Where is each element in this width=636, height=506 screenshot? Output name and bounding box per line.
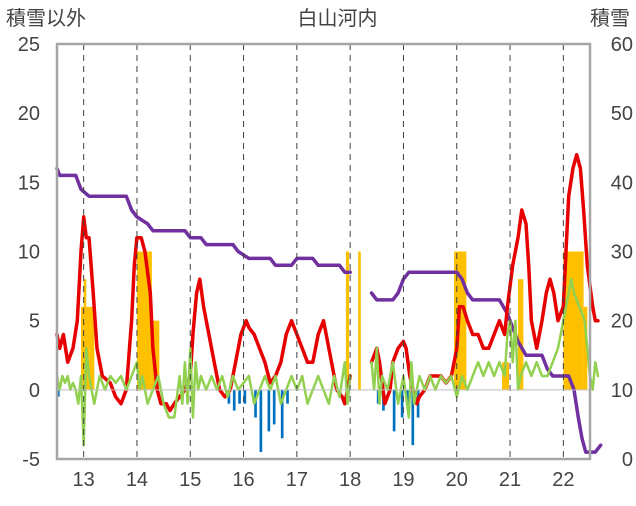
bar-19 — [272, 389, 276, 425]
x-tick-0: 13 — [73, 469, 95, 491]
y-right-label: 積雪 — [590, 7, 630, 30]
bar-5 — [358, 251, 361, 390]
series-line-1 — [55, 152, 600, 413]
bar-15 — [243, 389, 247, 404]
y-right-tick-2: 20 — [611, 311, 633, 333]
y-left-tick-1: 0 — [29, 380, 40, 402]
bar-26 — [406, 389, 409, 404]
x-tick-8: 21 — [499, 469, 521, 491]
y-left-tick-3: 10 — [18, 242, 40, 264]
label-layer: -5 0 5 10 15 20 25 0 10 20 30 40 50 60 13 14 15 16 17 18 19 2… — [6, 7, 633, 491]
y-left-tick-2: 5 — [29, 311, 40, 333]
bar-18 — [267, 389, 271, 432]
y-right-tick-5: 50 — [611, 103, 633, 125]
bar-21 — [286, 389, 289, 404]
bar-11 — [57, 389, 60, 397]
bar-25 — [400, 389, 404, 418]
x-tick-9: 22 — [552, 469, 574, 491]
y-right-tick-0: 0 — [622, 449, 633, 471]
bar-0 — [80, 306, 95, 390]
bar-10 — [583, 306, 588, 390]
y-left-tick-0: -5 — [22, 449, 40, 471]
y-left-tick-5: 20 — [18, 103, 40, 125]
bar-24 — [392, 389, 396, 432]
bar-14 — [238, 389, 241, 404]
x-tick-6: 19 — [392, 469, 414, 491]
bar-3 — [151, 320, 160, 390]
x-tick-1: 14 — [126, 469, 148, 491]
x-tick-5: 18 — [339, 469, 361, 491]
bar-8 — [518, 279, 524, 390]
y-right-tick-1: 10 — [611, 380, 633, 402]
y-right-tick-6: 60 — [611, 34, 633, 56]
y-left-tick-6: 25 — [18, 34, 40, 56]
y-right-tick-3: 30 — [611, 242, 633, 264]
grid-layer — [55, 42, 592, 461]
plot-frame — [55, 42, 592, 461]
bar-13 — [232, 389, 236, 411]
bar-2 — [136, 251, 152, 390]
series-line-2 — [55, 277, 600, 447]
y-left-tick-4: 15 — [18, 172, 40, 194]
y-right-tick-4: 40 — [611, 172, 633, 194]
x-tick-2: 15 — [179, 469, 201, 491]
x-tick-7: 20 — [446, 469, 468, 491]
bar-4 — [345, 251, 350, 390]
x-tick-3: 16 — [232, 469, 254, 491]
bar-17 — [259, 389, 263, 453]
bar-27 — [411, 389, 415, 446]
chart-title: 白山河内 — [298, 7, 378, 30]
bar-1 — [83, 279, 87, 390]
bar-20 — [280, 389, 284, 439]
y-left-label: 積雪以外 — [6, 7, 86, 30]
bar-9 — [563, 251, 584, 390]
x-tick-4: 17 — [286, 469, 308, 491]
